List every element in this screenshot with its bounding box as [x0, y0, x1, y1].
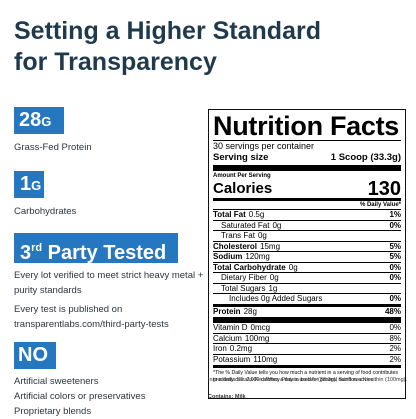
- protein-caption: Grass-Fed Protein: [14, 142, 92, 153]
- carbs-value: 1: [20, 173, 32, 195]
- nutrient-rows: Total Fat 0.5g 1% Saturated Fat 0g 0% Trans Fa…: [213, 209, 401, 316]
- protein-value: 28: [19, 109, 42, 131]
- nutrition-facts-label: Nutrition Facts 30 servings per containe…: [208, 109, 406, 399]
- calories-row: Calories 130: [213, 178, 401, 200]
- vitamin-label: Calcium: [213, 333, 242, 343]
- nutrient-amount: 0g: [269, 273, 279, 282]
- nutrient-label: Total Fat: [213, 210, 246, 219]
- nutrient-label: Protein: [213, 306, 241, 316]
- nutrient-row: Protein 28g 48%: [213, 303, 401, 317]
- ingredients-text: Ingredients: Grass-Fed Whey Protein Isol…: [208, 377, 408, 383]
- nutrient-label: Total Carbohydrate: [213, 262, 286, 272]
- nutrient-row: Sodium 120mg 5%: [213, 251, 401, 262]
- contains-text: Contains: Milk: [208, 394, 246, 400]
- nutrient-label: Dietary Fiber: [221, 273, 267, 282]
- no-badge: NO: [14, 342, 56, 369]
- protein-unit: G: [41, 114, 52, 129]
- third-party-prefix: 3: [20, 242, 32, 264]
- nutrient-daily-value: 0%: [389, 262, 401, 272]
- page-headline: Setting a Higher Standard for Transparen…: [14, 16, 404, 78]
- vitamin-amount: 110mg: [253, 354, 278, 364]
- nutrient-row: Total Carbohydrate 0g 0%: [213, 261, 401, 273]
- nutrient-amount: 1g: [268, 283, 278, 293]
- vitamin-daily-value: 2%: [389, 344, 401, 353]
- nutrient-amount: 0g: [288, 262, 298, 272]
- third-party-caption-1: Every lot verified to meet strict heavy …: [14, 270, 204, 296]
- nutrition-title: Nutrition Facts: [213, 111, 400, 141]
- serving-size-row: Serving size 1 Scoop (33.3g): [213, 152, 401, 163]
- nutrient-daily-value: 0%: [389, 273, 401, 282]
- nutrient-daily-value: 5%: [389, 252, 401, 261]
- vitamin-label: Potassium: [213, 354, 251, 364]
- headline-line-2: for Transparency: [14, 48, 217, 76]
- daily-value-footnote: *The % Daily Value tells you how much a …: [213, 370, 399, 383]
- serving-size-value: 1 Scoop (33.3g): [330, 152, 401, 163]
- calories-value: 130: [367, 178, 401, 200]
- nutrient-label: Saturated Fat: [221, 220, 270, 230]
- nutrient-label: Trans Fat: [221, 231, 255, 240]
- nutrient-amount: 15mg: [260, 241, 281, 251]
- daily-value-header: % Daily Value*: [359, 202, 401, 208]
- nutrient-amount: 120mg: [245, 252, 270, 261]
- nutrient-row: Total Fat 0.5g 1%: [213, 209, 401, 220]
- vitamin-daily-value: 8%: [389, 333, 401, 343]
- no-item: Artificial colors or preservatives: [14, 391, 146, 402]
- calories-label: Calories: [213, 180, 273, 197]
- no-item: Artificial sweeteners: [14, 376, 99, 387]
- third-party-caption-2: Every test is published on transparentla…: [14, 304, 169, 330]
- nutrient-daily-value: 1%: [389, 210, 401, 219]
- nutrient-daily-value: 0%: [389, 220, 401, 230]
- vitamin-label: Vitamin D: [213, 323, 248, 332]
- headline-line-1: Setting a Higher Standard: [14, 17, 321, 45]
- vitamin-row: Iron 0.2mg 2%: [213, 343, 401, 354]
- servings-per-container: 30 servings per container: [213, 141, 315, 151]
- nutrient-daily-value: 0%: [389, 294, 401, 303]
- nutrient-label: Total Sugars: [221, 283, 266, 293]
- nutrient-amount: 0.5g: [248, 210, 265, 219]
- nutrient-amount: 0g: [257, 231, 267, 240]
- vitamin-amount: 0.2mg: [229, 344, 253, 353]
- no-list: Artificial sweeteners Artificial colors …: [14, 374, 214, 419]
- vitamin-label: Iron: [213, 344, 227, 353]
- nutrient-daily-value: 48%: [384, 306, 401, 316]
- vitamin-amount: 0mcg: [250, 323, 271, 332]
- vitamin-row: Calcium 100mg 8%: [213, 332, 401, 344]
- nutrient-row: Total Sugars 1g: [213, 282, 401, 294]
- nutrient-row: Trans Fat 0g: [213, 230, 401, 241]
- no-item: Proprietary blends: [14, 406, 92, 417]
- nutrient-label: Cholesterol: [213, 241, 258, 251]
- nutrient-amount: 0g: [272, 220, 282, 230]
- nutrient-amount: 28g: [243, 306, 257, 316]
- vitamin-rows: Vitamin D 0mcg 0% Calcium 100mg 8% Iron 0.2mg 2%…: [213, 323, 401, 364]
- carbs-unit: G: [31, 178, 42, 193]
- protein-badge: 28G: [14, 107, 64, 134]
- serving-size-label: Serving size: [213, 152, 269, 163]
- amount-per-serving: Amount Per Serving: [213, 173, 271, 179]
- nutrient-row: Cholesterol 15mg 5%: [213, 240, 401, 252]
- nutrient-row: Includes 0g Added Sugars 0%: [213, 293, 401, 304]
- third-party-badge: 3rd Party Tested: [14, 233, 178, 264]
- third-party-label: Party Tested: [42, 242, 167, 264]
- vitamin-daily-value: 2%: [389, 354, 401, 364]
- nutrient-row: Saturated Fat 0g 0%: [213, 219, 401, 231]
- vitamin-amount: 100mg: [244, 333, 270, 343]
- third-party-sup: rd: [31, 242, 43, 254]
- nutrient-daily-value: 5%: [389, 241, 401, 251]
- nutrient-label: Sodium: [213, 252, 243, 261]
- carbs-caption: Carbohydrates: [14, 206, 77, 217]
- carbs-badge: 1G: [14, 171, 44, 198]
- vitamin-row: Vitamin D 0mcg 0%: [213, 323, 401, 333]
- vitamin-daily-value: 0%: [389, 323, 401, 332]
- nutrient-row: Dietary Fiber 0g 0%: [213, 272, 401, 283]
- vitamin-row: Potassium 110mg 2%: [213, 353, 401, 365]
- nutrient-label: Includes 0g Added Sugars: [229, 294, 323, 303]
